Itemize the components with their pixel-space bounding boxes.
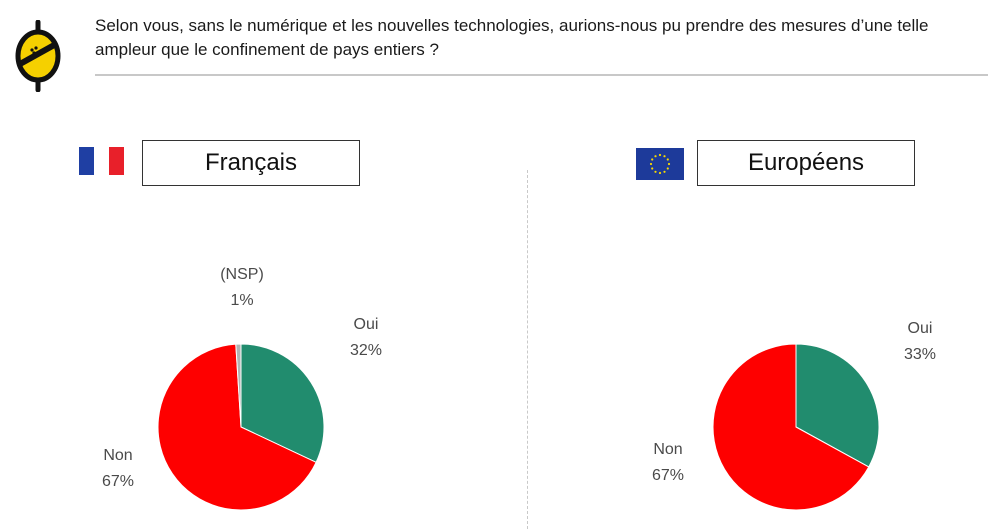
flag-eu-icon: [636, 148, 684, 180]
panel-divider: [527, 170, 528, 529]
pie-chart-francais: [157, 343, 325, 511]
fr-slice-nsp: [235, 343, 242, 428]
eu-star: [649, 162, 653, 166]
eu-star: [658, 171, 662, 175]
eu-star: [658, 153, 662, 157]
eu-star: [651, 167, 654, 170]
label-fr-oui: Oui 32%: [349, 316, 383, 359]
fr-slice-non: [157, 343, 317, 511]
lightbulb-logo-icon: [15, 20, 61, 92]
eu-star: [651, 158, 654, 161]
label-fr-non: Non 67%: [101, 447, 135, 490]
label-fr-nsp: (NSP) 1%: [220, 266, 264, 309]
label-eu-oui: Oui 33%: [903, 320, 937, 363]
flag-france-icon: [79, 147, 124, 175]
header-divider: [95, 74, 988, 76]
eu-star: [667, 162, 671, 166]
label-eu-non: Non 67%: [651, 441, 685, 484]
eu-star: [663, 170, 666, 173]
panel-title-francais: Français: [142, 140, 360, 186]
fr-slice-oui: [240, 343, 325, 464]
pie-chart-europeens: [712, 343, 880, 511]
panel-title-europeens: Européens: [697, 140, 915, 186]
eu-slice-non: [712, 343, 870, 511]
survey-question: Selon vous, sans le numérique et les nou…: [95, 16, 929, 59]
eu-star: [663, 155, 666, 158]
eu-star: [654, 155, 657, 158]
eu-star: [666, 158, 669, 161]
eu-slice-oui: [795, 343, 880, 468]
eu-star: [666, 167, 669, 170]
eu-star: [654, 170, 657, 173]
